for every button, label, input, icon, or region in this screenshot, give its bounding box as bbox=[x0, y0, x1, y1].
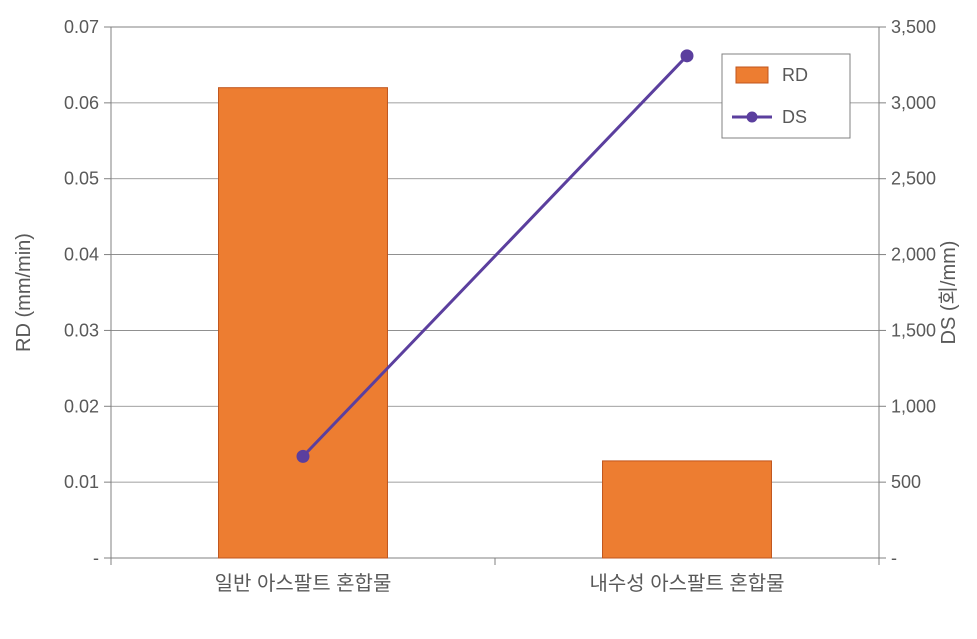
bar bbox=[219, 88, 388, 558]
legend-label: DS bbox=[782, 107, 807, 127]
legend-label: RD bbox=[782, 65, 808, 85]
y-right-tick-label: - bbox=[891, 548, 897, 568]
line-marker bbox=[297, 450, 309, 462]
dual-axis-chart: - 0.01 0.02 0.03 0.04 0.05 0.06 0.07 - 500 1,000 1,… bbox=[0, 0, 977, 639]
y-left-tick-label: 0.03 bbox=[64, 320, 99, 340]
y-right-tick-label: 2,500 bbox=[891, 169, 936, 189]
y-left-tick-label: 0.05 bbox=[64, 169, 99, 189]
y-right-tick-label: 2,000 bbox=[891, 245, 936, 265]
bar bbox=[603, 461, 772, 558]
y-right-tick-label: 1,500 bbox=[891, 320, 936, 340]
y-left-tick-label: 0.06 bbox=[64, 93, 99, 113]
y-left-tick-label: 0.02 bbox=[64, 396, 99, 416]
y-right-axis-title: DS (회/mm) bbox=[937, 241, 960, 345]
y-left-tick-label: 0.01 bbox=[64, 472, 99, 492]
y-left-tick-label: 0.07 bbox=[64, 17, 99, 37]
line-marker bbox=[681, 50, 693, 62]
legend-line-marker bbox=[747, 112, 757, 122]
legend-bar-swatch bbox=[736, 67, 768, 83]
y-right-tick-label: 3,000 bbox=[891, 93, 936, 113]
legend: RD DS bbox=[722, 54, 850, 138]
y-right-tick-label: 1,000 bbox=[891, 396, 936, 416]
y-right-tick-label: 3,500 bbox=[891, 17, 936, 37]
y-left-tick-label: 0.04 bbox=[64, 245, 99, 265]
y-left-axis-title: RD (mm/min) bbox=[13, 233, 35, 352]
category-label: 내수성 아스팔트 혼합물 bbox=[589, 572, 784, 595]
y-right-tick-label: 500 bbox=[891, 472, 921, 492]
category-label: 일반 아스팔트 혼합물 bbox=[215, 572, 392, 595]
y-left-tick-label: - bbox=[93, 548, 99, 568]
